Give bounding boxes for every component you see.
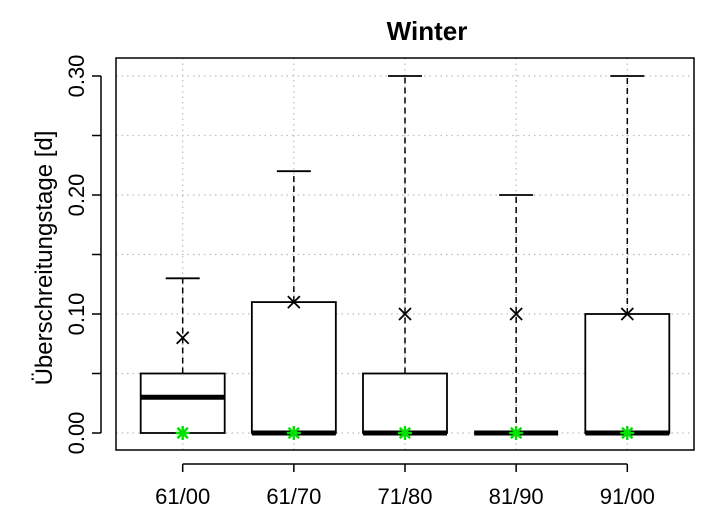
x-tick-label: 71/80: [377, 484, 432, 509]
green-asterisk-marker: [286, 426, 301, 440]
x-tick-label: 61/70: [266, 484, 321, 509]
x-tick-label: 81/90: [489, 484, 544, 509]
y-tick-label: 0.00: [64, 412, 89, 455]
green-asterisk-marker: [509, 426, 524, 440]
green-asterisk-marker: [175, 426, 190, 440]
box-81-90: [474, 194, 559, 440]
box-body: [250, 301, 337, 434]
box-body: [362, 372, 448, 434]
green-asterisk-marker: [620, 426, 635, 440]
mean-marker: [176, 331, 190, 345]
mean-marker: [509, 307, 523, 321]
x-tick-label: 61/00: [155, 484, 210, 509]
box-body: [584, 313, 671, 434]
axes: 0.00 0.10 0.20 0.30 61/00 61/70 71/80 81/90 91/0…: [64, 55, 655, 509]
box-71-80: [362, 75, 448, 440]
chart-title: Winter: [387, 16, 468, 46]
boxes: [139, 75, 671, 440]
plot-area-frame: [115, 57, 695, 451]
box-61-70: [250, 170, 337, 440]
box-91-00: [584, 75, 671, 440]
y-axis-label: Überschreitungstage [d]: [31, 131, 58, 386]
box-61-00: [139, 277, 226, 440]
mean-marker: [398, 307, 412, 321]
mean-marker: [620, 307, 634, 321]
box-body: [139, 372, 226, 434]
y-tick-label: 0.10: [64, 293, 89, 336]
y-tick-label: 0.30: [64, 55, 89, 98]
y-tick-label: 0.20: [64, 174, 89, 217]
green-asterisk-marker: [398, 426, 412, 440]
mean-marker: [287, 295, 301, 309]
x-tick-label: 91/00: [600, 484, 655, 509]
